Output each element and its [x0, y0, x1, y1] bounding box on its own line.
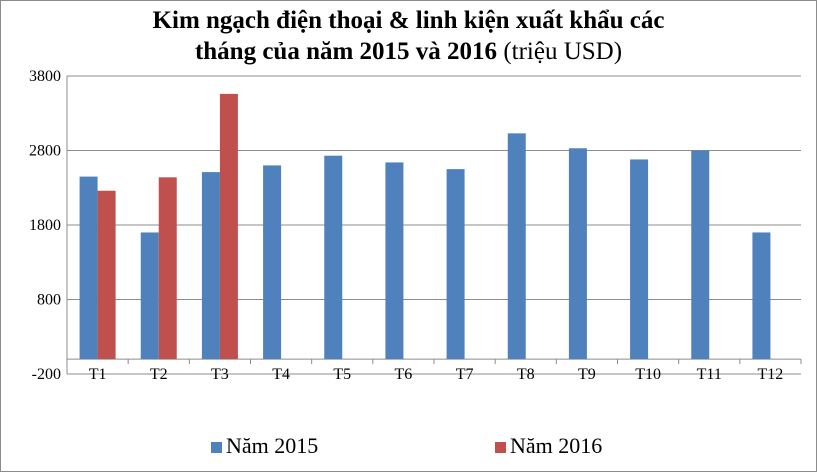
bar	[568, 148, 587, 360]
bar	[219, 93, 238, 360]
y-tick-label: 3800	[29, 68, 61, 85]
chart-title-line1: Kim ngạch điện thoại & linh kiện xuất kh…	[152, 7, 665, 34]
y-tick-label: 2800	[29, 143, 61, 160]
chart-title-unit: (triệu USD)	[503, 38, 623, 65]
legend-label: Năm 2016	[510, 433, 602, 458]
chart-title: Kim ngạch điện thoại & linh kiện xuất kh…	[1, 5, 816, 67]
bar	[324, 155, 343, 360]
x-tick-label: T4	[272, 366, 290, 383]
x-tick-label: T8	[517, 366, 535, 383]
x-tick-label: T12	[758, 366, 784, 383]
x-tick-label: T3	[211, 366, 229, 383]
bar	[97, 190, 116, 360]
legend-label: Năm 2015	[226, 433, 318, 458]
bar	[446, 169, 465, 360]
legend-swatch	[495, 442, 506, 453]
x-tick-label: T7	[456, 366, 474, 383]
y-tick-label: -200	[32, 366, 61, 383]
x-tick-label: T9	[578, 366, 596, 383]
legend-swatch	[211, 442, 222, 453]
bar	[140, 232, 159, 360]
x-tick-label: T5	[333, 366, 351, 383]
bar	[507, 133, 526, 360]
x-tick-label: T6	[395, 366, 413, 383]
y-tick-label: 800	[37, 292, 61, 309]
bar	[691, 150, 710, 360]
x-tick-label: T11	[697, 366, 722, 383]
bar	[79, 176, 98, 360]
bar	[201, 172, 220, 360]
y-tick-label: 1800	[29, 217, 61, 234]
bar	[158, 177, 177, 360]
x-tick-label: T10	[635, 366, 661, 383]
x-tick-label: T1	[89, 366, 107, 383]
chart-title-line2: tháng của năm 2015 và 2016	[194, 38, 498, 65]
x-tick-label: T2	[150, 366, 168, 383]
bar	[752, 232, 771, 360]
bar	[263, 165, 282, 360]
bar	[385, 162, 404, 360]
bar	[630, 159, 649, 360]
